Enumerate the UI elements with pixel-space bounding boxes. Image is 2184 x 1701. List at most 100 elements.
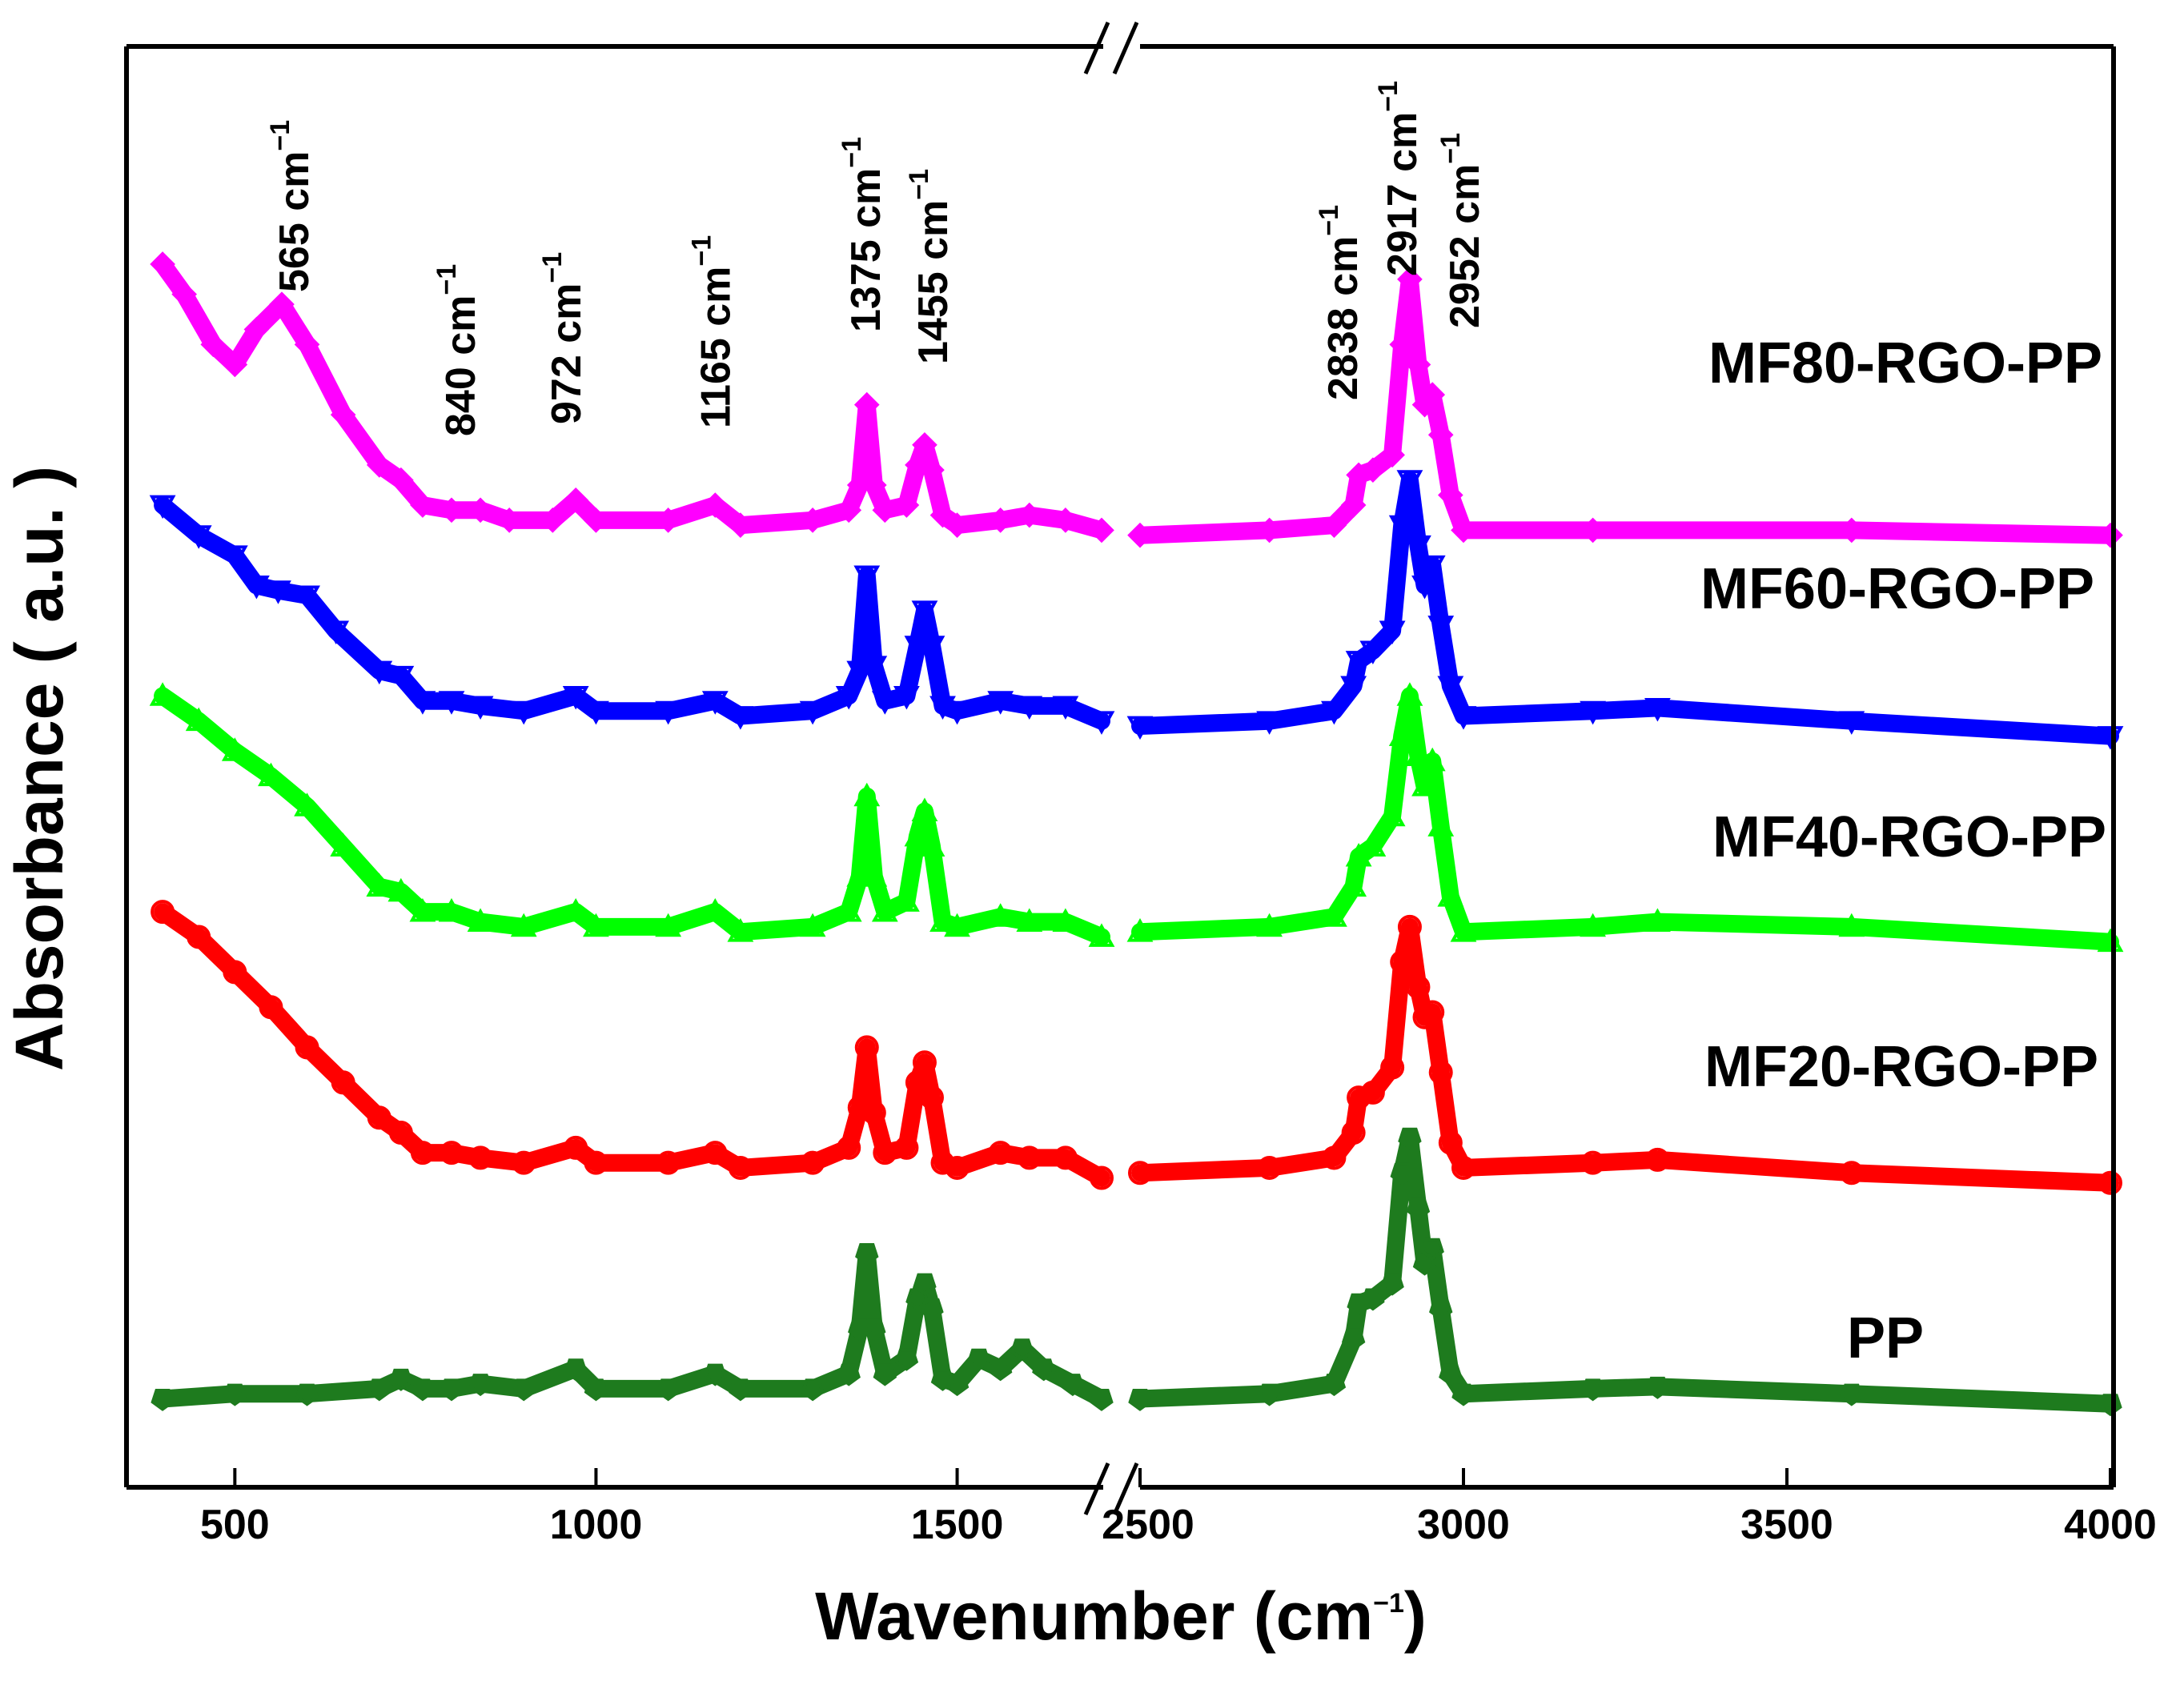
peak-sup: −1 [837, 137, 867, 168]
data-point [1396, 470, 1423, 494]
data-point [265, 580, 291, 604]
series-label: MF20-RGO-PP [1704, 1035, 2098, 1099]
data-point [862, 1318, 886, 1342]
data-point [701, 691, 729, 715]
data-point [564, 1358, 588, 1382]
data-point [1580, 913, 1606, 937]
data-point [846, 660, 873, 685]
data-point [801, 1378, 825, 1402]
axis-break-top-mark-2 [1112, 21, 1139, 75]
data-point [1360, 1080, 1385, 1105]
data-point [1396, 682, 1423, 706]
data-point [929, 502, 956, 528]
data-point [1419, 382, 1446, 407]
data-point [988, 1141, 1013, 1165]
data-point [911, 600, 938, 624]
x-tick-label: 4000 [2064, 1502, 2157, 1548]
data-point [468, 1145, 493, 1170]
data-point [1359, 832, 1387, 857]
data-point [912, 431, 937, 458]
peak-label: 1455 cm−1 [904, 169, 957, 364]
data-point [988, 1358, 1013, 1382]
data-point [1053, 1145, 1078, 1170]
data-point [728, 1155, 753, 1180]
data-point [728, 512, 753, 538]
data-point [655, 913, 682, 937]
data-point [846, 863, 873, 887]
data-point [853, 782, 881, 807]
data-point [1256, 913, 1283, 937]
data-point [150, 251, 175, 277]
data-point [905, 1070, 929, 1095]
x-axis-title-close: ) [1404, 1579, 1427, 1654]
series-line [1131, 1129, 2119, 1413]
data-point [1128, 1161, 1153, 1185]
data-point [540, 507, 566, 533]
data-point [1341, 1121, 1366, 1145]
data-point [1450, 918, 1477, 942]
data-point [1321, 700, 1347, 725]
data-point [1017, 1145, 1042, 1170]
data-point [467, 696, 494, 720]
data-point [223, 960, 247, 985]
data-point [1016, 908, 1043, 933]
data-point [323, 620, 350, 644]
data-point [221, 545, 248, 569]
data-point [1088, 923, 1115, 947]
data-point [729, 1378, 753, 1402]
data-point [258, 762, 284, 787]
peak-value: 1375 cm [843, 168, 889, 332]
data-point [1645, 1147, 1670, 1172]
data-point [187, 925, 211, 949]
peak-value: 840 cm [438, 295, 484, 436]
data-point [1257, 1155, 1282, 1180]
data-point [2098, 1394, 2122, 1417]
data-point [440, 1378, 464, 1402]
data-point [1405, 742, 1431, 767]
x-tick-label: 1000 [550, 1502, 643, 1548]
data-point [1341, 1328, 1366, 1351]
data-point [1397, 266, 1423, 292]
data-point [2098, 1170, 2123, 1195]
data-point [1361, 1288, 1385, 1311]
data-point [702, 492, 729, 518]
data-point [853, 391, 880, 418]
peak-value: 2917 cm [1379, 112, 1426, 276]
data-point [944, 913, 970, 937]
data-point [294, 331, 320, 358]
data-point [1580, 1150, 1605, 1175]
peak-sup: −1 [1435, 133, 1466, 164]
data-point [1053, 507, 1078, 533]
data-point [200, 331, 227, 358]
data-point [1451, 1155, 1476, 1180]
data-point [1406, 1198, 1431, 1221]
peak-sup: −1 [904, 169, 934, 200]
x-tick-label: 1500 [911, 1502, 1004, 1548]
data-point [1450, 706, 1477, 730]
data-point [1838, 517, 1865, 544]
data-point [912, 1050, 937, 1075]
data-point [1052, 908, 1079, 933]
peak-value: 565 cm [271, 151, 318, 292]
series-label: PP [1847, 1306, 1924, 1370]
series-line [1131, 270, 2119, 544]
data-point [801, 1150, 825, 1175]
data-point [1451, 517, 1476, 544]
data-point [185, 525, 212, 549]
data-point [1428, 1060, 1453, 1085]
data-point [1388, 722, 1415, 746]
data-point [1406, 975, 1431, 1000]
data-point [905, 452, 930, 478]
data-point [1388, 515, 1415, 540]
data-point [1256, 517, 1283, 544]
series-MF60-RGO-PP [149, 470, 2124, 750]
data-point [1347, 1085, 1371, 1110]
data-point [2098, 522, 2123, 548]
series-MF80-RGO-PP [150, 251, 2123, 548]
series-line [1131, 471, 2119, 745]
series-line [154, 1244, 1110, 1408]
data-point [1390, 1162, 1414, 1185]
data-point [853, 565, 881, 589]
data-point [703, 1363, 728, 1386]
data-point [893, 492, 920, 518]
